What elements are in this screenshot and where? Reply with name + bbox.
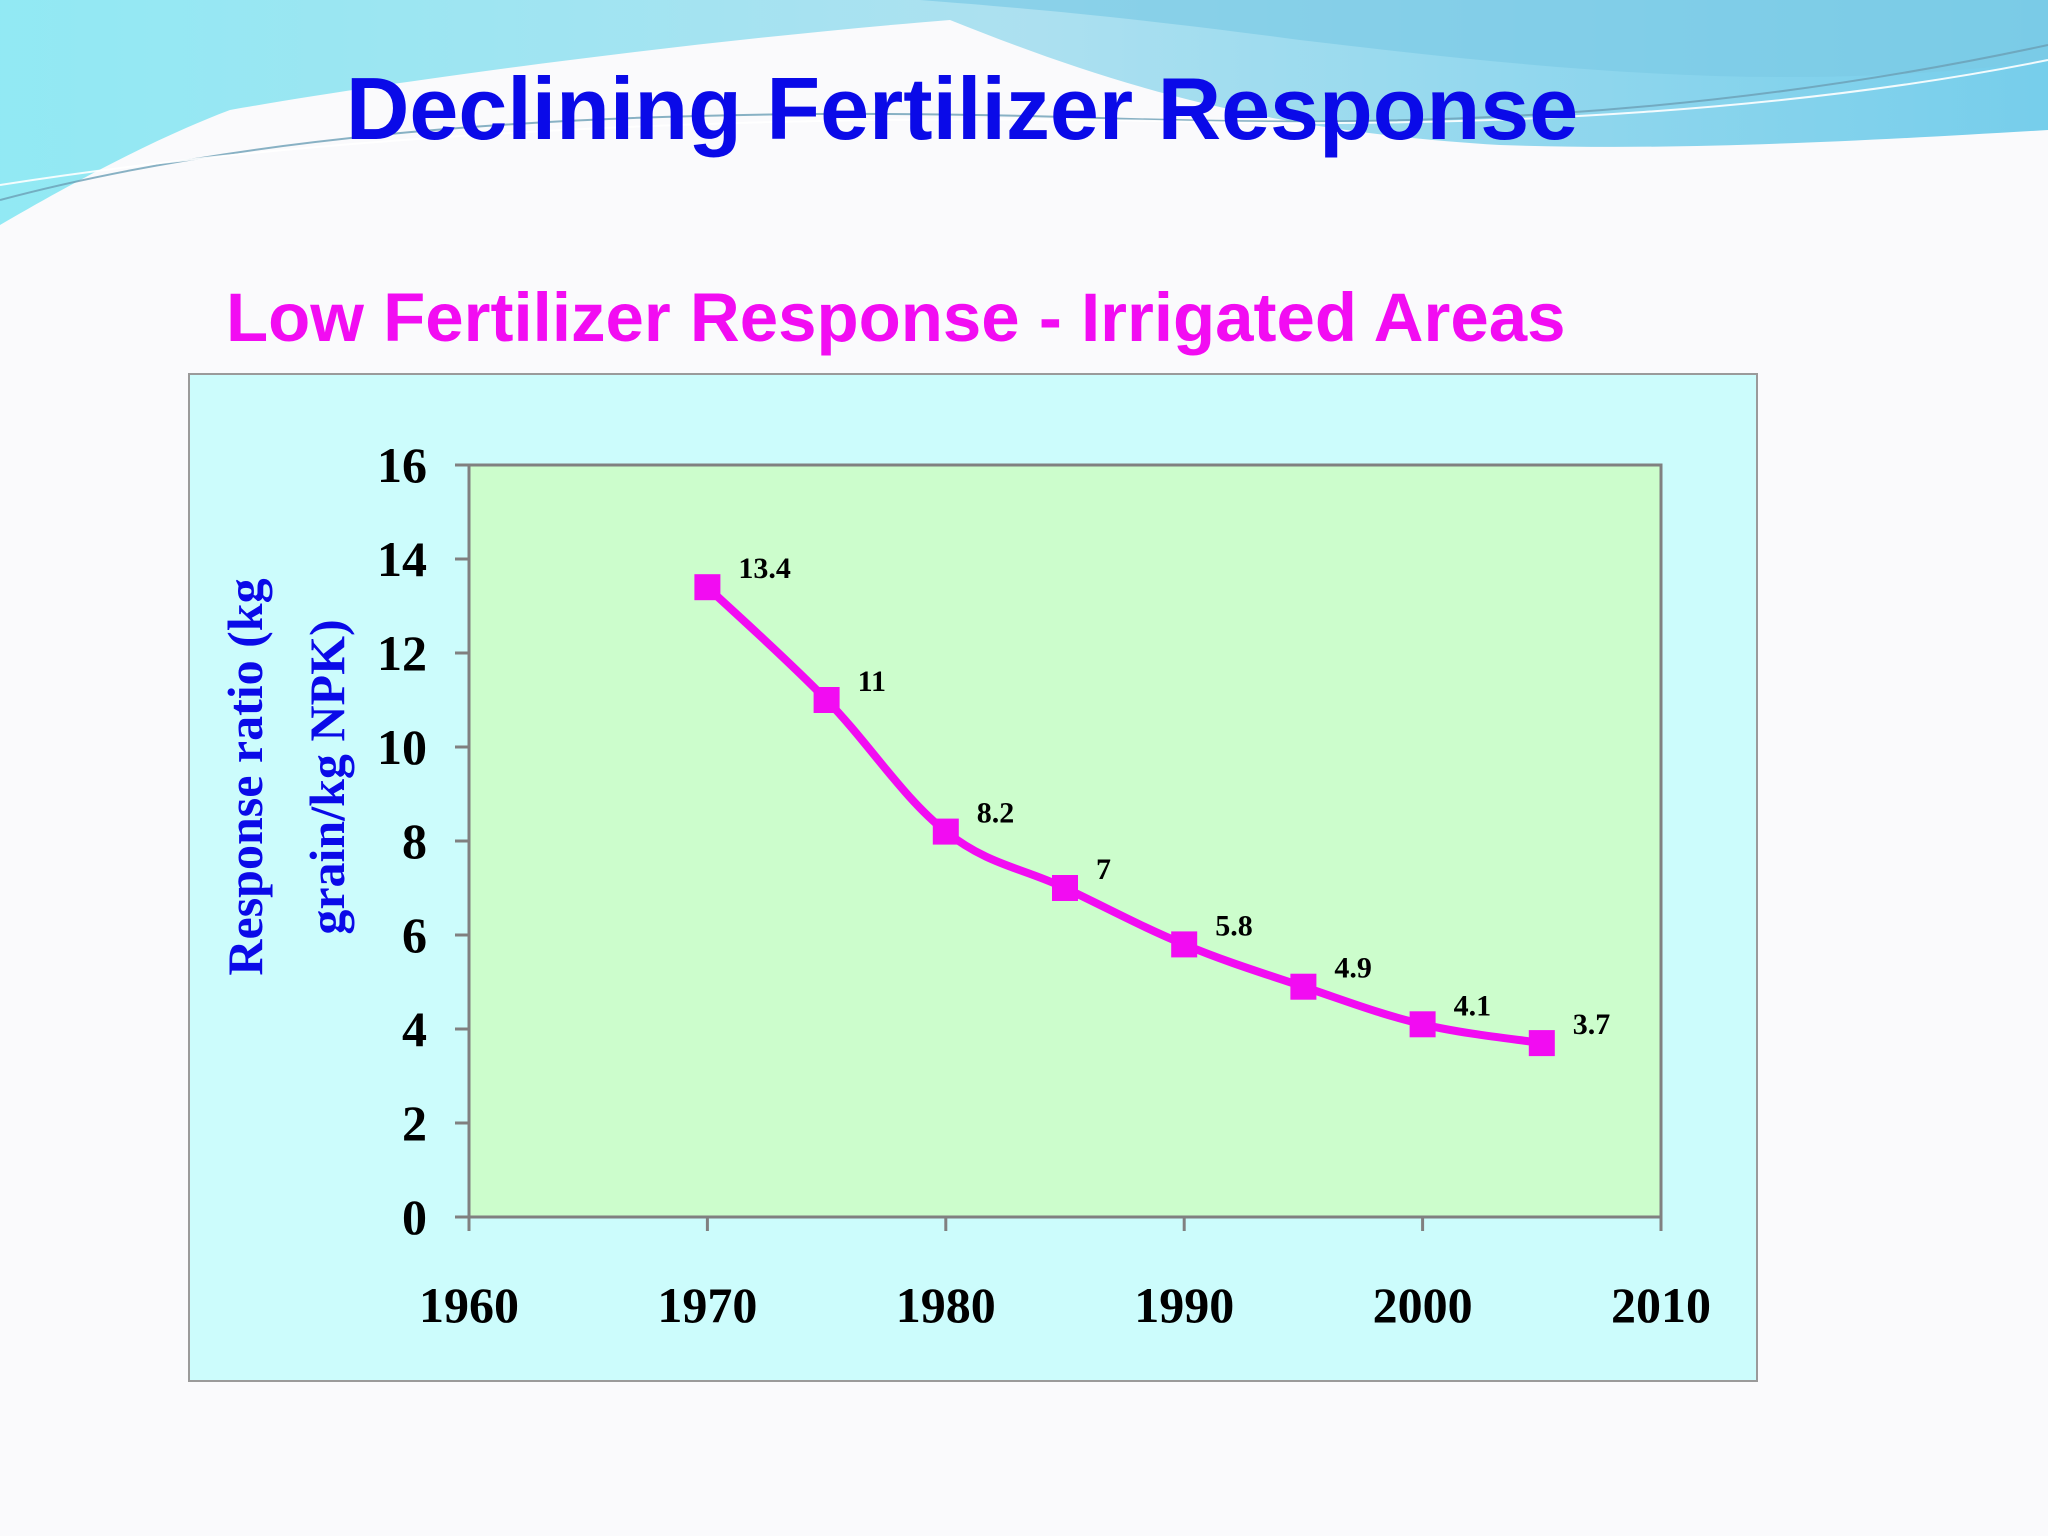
data-point-marker [1052,875,1078,901]
data-point-marker [694,574,721,601]
data-label: 4.9 [1334,952,1372,985]
x-tick-label: 2010 [1611,1277,1711,1333]
data-label: 7 [1096,853,1111,886]
y-axis-label-line: grain/kg NPK) [299,619,355,934]
y-tick-label: 2 [402,1095,427,1151]
y-tick-label: 4 [402,1001,427,1057]
series: 13.4 11 8.2 7 5.8 4.9 4.1 3.7 [694,552,1611,1057]
data-point-marker [1409,1011,1436,1038]
header-wave-line [0,59,2048,186]
data-point-marker [1171,931,1198,958]
data-label: 8.2 [977,797,1015,830]
data-point-marker [1528,1030,1555,1057]
y-tick-label: 0 [402,1189,427,1245]
y-tick-label: 12 [377,625,427,681]
y-tick-label: 10 [377,719,427,775]
data-label: 5.8 [1215,909,1253,942]
y-axis-label: Response ratio (kg grain/kg NPK) [217,578,355,975]
slide-title: Declining Fertilizer Response [345,59,1579,158]
data-label: 4.1 [1454,989,1492,1022]
y-tick-label: 8 [402,813,427,869]
y-tick-label: 16 [377,437,427,493]
data-point-marker [813,687,840,713]
y-axis-label-line: Response ratio (kg [217,578,273,975]
data-point-marker [932,818,959,845]
x-tick-label: 2000 [1373,1277,1473,1333]
data-label: 13.4 [738,552,791,585]
x-tick-label: 1960 [419,1277,519,1333]
x-tick-label: 1980 [896,1277,996,1333]
x-tick-label: 1970 [657,1277,757,1333]
data-point-marker [1290,973,1317,1000]
y-tick-label: 6 [402,907,427,963]
data-label: 11 [858,665,886,698]
x-tick-label: 1990 [1134,1277,1234,1333]
plot-area [467,463,1663,1219]
header-wave-line [0,44,2048,201]
header-wave-shape [920,0,2048,78]
chart-title: Low Fertilizer Response - Irrigated Area… [226,279,1566,356]
y-tick-label: 14 [377,531,427,587]
axes: 0 2 4 6 8 10 12 14 16 1960 1970 1980 1990 2000 2010 [377,437,1711,1333]
data-label: 3.7 [1573,1008,1611,1041]
